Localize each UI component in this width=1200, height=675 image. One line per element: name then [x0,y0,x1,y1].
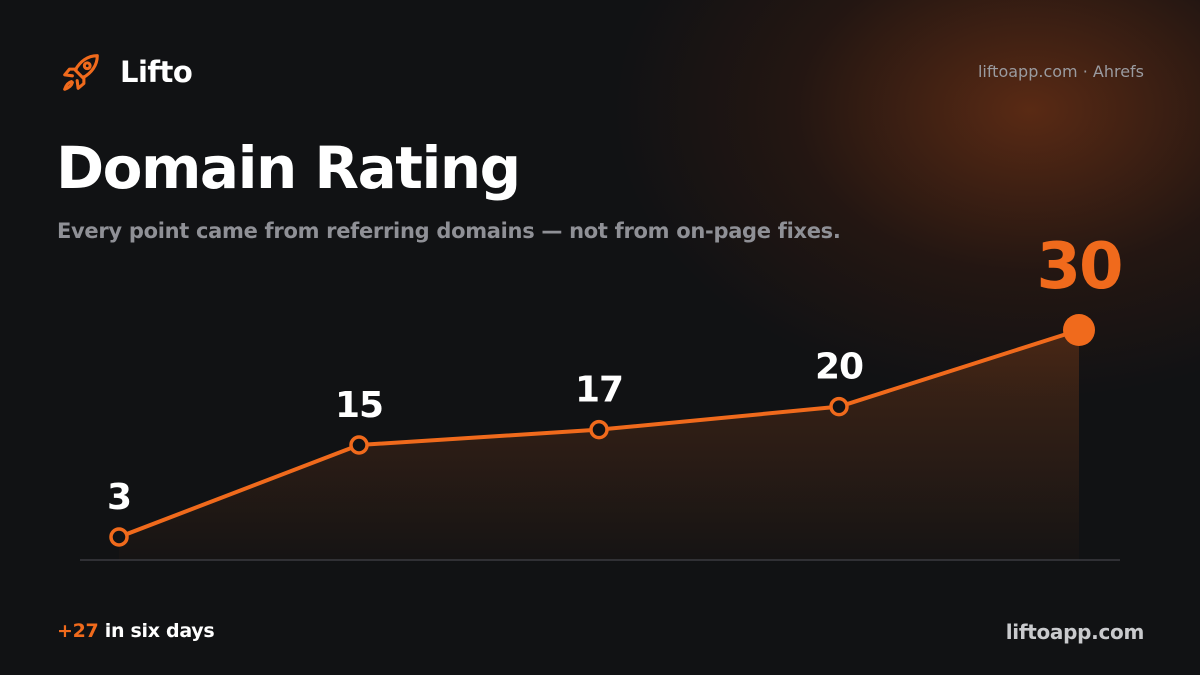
rocket-icon [63,54,99,91]
data-label: 3 [107,477,131,518]
footer-change: +27 in six days [57,620,215,642]
data-point-highlight [1063,314,1095,346]
chart-title: Domain Rating [56,134,521,202]
data-point [589,419,609,440]
data-point [109,527,129,547]
footer-url: liftoapp.com [1005,620,1145,644]
chart-subtitle: Every point came from referring domains … [57,219,841,243]
data-label: 17 [575,370,623,411]
data-label: 15 [335,385,383,426]
area-fill [119,330,1079,560]
change-text: in six days [98,620,215,642]
data-point [829,396,849,417]
brand: Lifto [58,48,193,96]
brand-name: Lifto [120,55,193,89]
data-label-highlight: 30 [1036,230,1121,304]
data-label: 20 [815,347,863,388]
change-value: +27 [57,620,99,642]
data-point [349,435,369,455]
source-label: liftoapp.com · Ahrefs [977,62,1144,81]
